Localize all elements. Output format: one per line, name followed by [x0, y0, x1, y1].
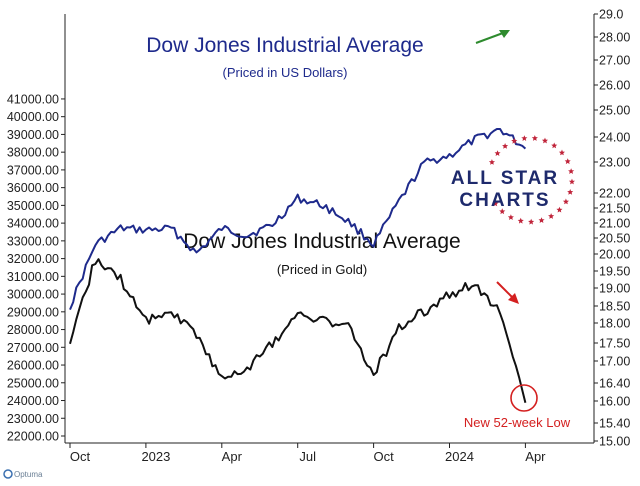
- brand-star: [558, 149, 565, 156]
- left-tick-label: 28000.00: [7, 323, 59, 337]
- brand-star: [531, 135, 538, 141]
- x-axis-ticks: Oct 2023 Apr Jul Oct 2024 Apr: [69, 443, 546, 464]
- right-tick-label: 15.00: [599, 435, 630, 449]
- x-tick-label: Oct: [70, 449, 91, 464]
- gold-chart-subtitle: (Priced in Gold): [277, 262, 367, 277]
- right-tick-label: 19.00: [599, 282, 630, 296]
- right-tick-label: 16.40: [599, 377, 630, 391]
- left-tick-label: 40000.00: [7, 110, 59, 124]
- all-star-charts-logo: ALL STAR CHARTS: [451, 135, 575, 225]
- brand-star: [568, 168, 575, 174]
- right-tick-label: 27.00: [599, 54, 630, 68]
- brand-star: [541, 137, 548, 144]
- x-tick-label: Jul: [299, 449, 316, 464]
- right-tick-label: 21.00: [599, 217, 630, 231]
- up-arrow-icon: [475, 30, 510, 44]
- x-tick-label: 2024: [445, 449, 474, 464]
- x-tick-label: Apr: [525, 449, 546, 464]
- new-low-circle: [510, 384, 538, 412]
- left-tick-label: 31000.00: [7, 270, 59, 284]
- left-tick-label: 23000.00: [7, 412, 59, 426]
- footer-brand: Optuma: [14, 470, 43, 479]
- brand-star: [564, 158, 571, 165]
- brand-star: [551, 142, 558, 149]
- right-tick-label: 17.50: [599, 337, 630, 351]
- brand-star: [492, 200, 499, 207]
- left-tick-label: 30000.00: [7, 288, 59, 302]
- optuma-logo-icon: [3, 469, 13, 479]
- left-tick-label: 24000.00: [7, 394, 59, 408]
- right-tick-label: 20.00: [599, 248, 630, 262]
- right-axis-ticks: 29.028.0027.0026.0025.0024.0023.0022.002…: [594, 8, 630, 449]
- brand-star: [507, 214, 514, 220]
- right-tick-label: 21.50: [599, 202, 630, 216]
- brand-star: [494, 150, 501, 156]
- new-low-annotation: New 52-week Low: [464, 415, 571, 430]
- right-tick-label: 17.00: [599, 355, 630, 369]
- brand-star: [567, 189, 574, 195]
- left-tick-label: 22000.00: [7, 430, 59, 444]
- left-tick-label: 41000.00: [7, 92, 59, 106]
- brand-star: [562, 198, 569, 205]
- brand-star: [517, 217, 524, 224]
- right-tick-label: 23.00: [599, 156, 630, 170]
- left-tick-label: 26000.00: [7, 359, 59, 373]
- brand-star: [511, 137, 518, 144]
- brand-star: [538, 217, 545, 223]
- left-tick-label: 35000.00: [7, 199, 59, 213]
- brand-line-2: CHARTS: [459, 190, 550, 211]
- right-tick-label: 16.00: [599, 395, 630, 409]
- right-tick-label: 20.50: [599, 232, 630, 246]
- x-tick-label: 2023: [141, 449, 170, 464]
- right-tick-label: 29.0: [599, 8, 623, 22]
- left-tick-label: 34000.00: [7, 217, 59, 231]
- brand-star: [521, 135, 528, 141]
- right-tick-label: 24.00: [599, 131, 630, 145]
- left-tick-label: 29000.00: [7, 305, 59, 319]
- star-ring-icon: [488, 135, 575, 225]
- usd-chart-title: Dow Jones Industrial Average: [146, 34, 423, 57]
- right-tick-label: 25.00: [599, 104, 630, 118]
- left-axis-ticks: 41000.00 40000.00 39000.00 38000.00 37000.00…: [7, 92, 65, 444]
- left-tick-label: 33000.00: [7, 234, 59, 248]
- left-tick-label: 25000.00: [7, 376, 59, 390]
- usd-series-line: [69, 128, 527, 310]
- right-tick-label: 28.00: [599, 31, 630, 45]
- left-tick-label: 32000.00: [7, 252, 59, 266]
- gold-chart-title: Dow Jones Industrial Average: [183, 230, 460, 253]
- right-tick-label: 18.50: [599, 300, 630, 314]
- left-tick-label: 37000.00: [7, 163, 59, 177]
- brand-star: [548, 213, 555, 219]
- right-tick-label: 15.40: [599, 417, 630, 431]
- left-tick-label: 36000.00: [7, 181, 59, 195]
- brand-star: [528, 218, 535, 225]
- x-tick-label: Apr: [222, 449, 243, 464]
- brand-star: [499, 208, 506, 215]
- down-arrow-icon: [496, 281, 519, 304]
- brand-star: [488, 159, 495, 165]
- brand-star: [556, 206, 563, 213]
- usd-chart-subtitle: (Priced in US Dollars): [223, 65, 348, 80]
- left-tick-label: 27000.00: [7, 341, 59, 355]
- left-tick-label: 39000.00: [7, 128, 59, 142]
- right-tick-label: 19.50: [599, 265, 630, 279]
- brand-line-1: ALL STAR: [451, 168, 559, 189]
- right-tick-label: 22.00: [599, 187, 630, 201]
- brand-star: [502, 143, 509, 149]
- left-tick-label: 38000.00: [7, 146, 59, 160]
- right-tick-label: 18.00: [599, 317, 630, 331]
- gold-series-line: [69, 258, 527, 404]
- right-tick-label: 26.00: [599, 79, 630, 93]
- x-tick-label: Oct: [373, 449, 394, 464]
- brand-star: [568, 178, 575, 185]
